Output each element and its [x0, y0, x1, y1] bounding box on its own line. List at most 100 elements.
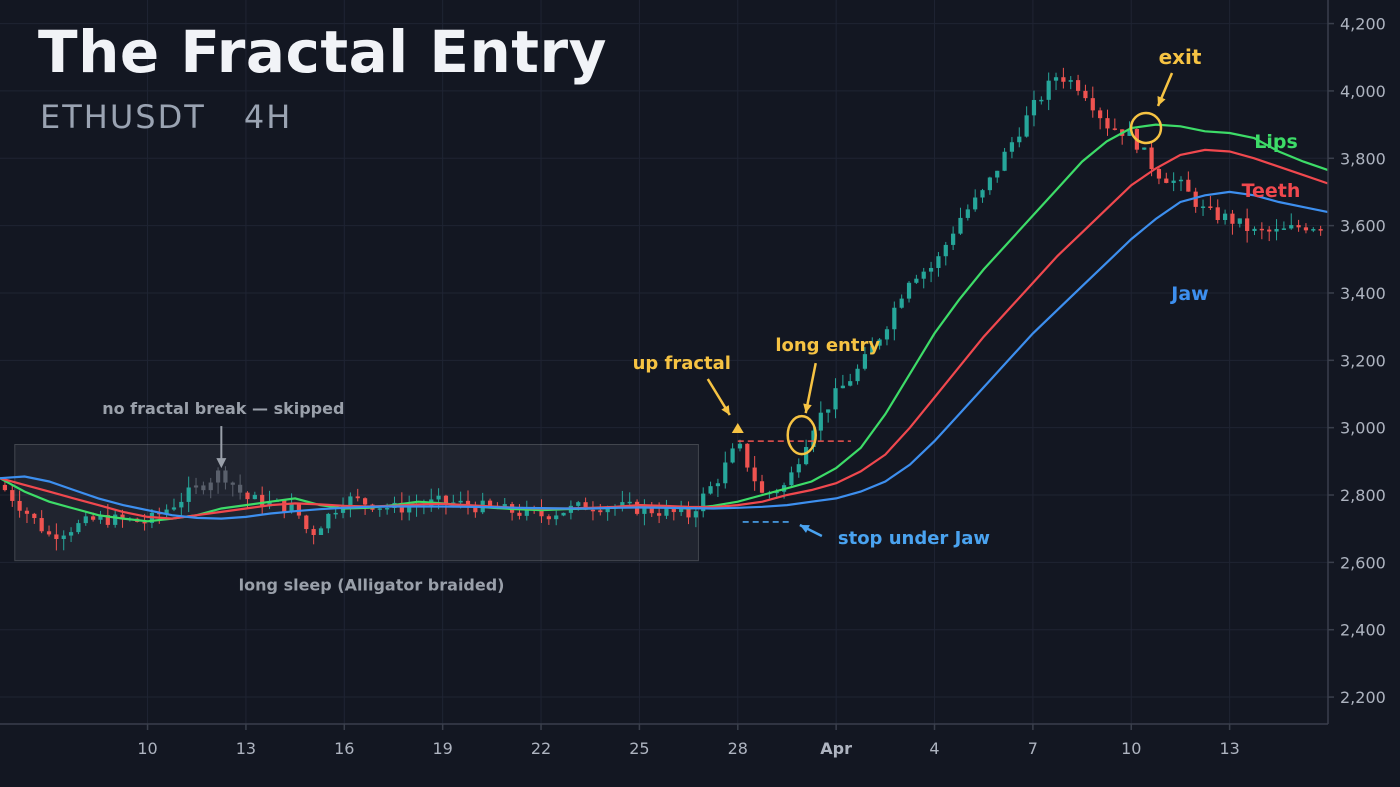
candle-body	[1083, 90, 1088, 99]
candle-body	[1098, 110, 1103, 119]
candle-body	[995, 170, 1000, 178]
candle-body	[17, 500, 22, 511]
candle-body	[399, 502, 404, 513]
candle-body	[987, 177, 992, 191]
y-tick-label: 2,200	[1340, 688, 1386, 707]
candle-body	[583, 502, 588, 510]
candle-body	[61, 535, 66, 540]
candle-body	[818, 412, 823, 431]
candle-body	[943, 244, 948, 257]
candle-body	[657, 513, 662, 516]
candle-body	[1002, 151, 1007, 171]
long-entry-label: long entry	[775, 335, 880, 356]
candle-body	[282, 500, 287, 512]
candle-body	[554, 515, 559, 520]
candle-body	[1267, 229, 1272, 232]
candle-body	[98, 515, 103, 520]
candle-body	[201, 485, 206, 491]
x-tick-label: 4	[929, 739, 939, 758]
candle-body	[1178, 179, 1184, 182]
x-tick-label: 28	[728, 739, 748, 758]
candle-body	[914, 278, 919, 283]
x-tick-label: 19	[432, 739, 452, 758]
candle-body	[1009, 142, 1015, 152]
candle-body	[377, 508, 382, 510]
chart-title: The Fractal Entry	[38, 18, 607, 86]
candle-body	[1208, 206, 1213, 208]
candle-body	[318, 528, 324, 535]
candle-body	[884, 329, 890, 340]
chart-subtitle: ETHUSDT 4H	[40, 98, 318, 136]
y-tick-label: 4,000	[1340, 82, 1386, 101]
candle-body	[855, 368, 860, 382]
up-fractal-marker	[731, 423, 744, 434]
candle-body	[951, 233, 956, 245]
candle-body	[1164, 178, 1169, 183]
y-tick-label: 2,600	[1340, 553, 1386, 572]
candle-body	[458, 500, 463, 503]
candle-body	[862, 354, 868, 369]
exit-circle	[1129, 111, 1163, 145]
candle-body	[517, 512, 522, 516]
y-tick-label: 3,600	[1340, 217, 1386, 236]
candle-body	[142, 521, 147, 524]
candle-body	[443, 495, 449, 504]
candle-body	[899, 298, 904, 308]
candle-body	[1186, 179, 1191, 192]
candle-body	[1259, 228, 1264, 231]
candle-body	[774, 491, 779, 494]
candle-body	[10, 490, 15, 501]
candle-body	[796, 464, 801, 473]
candle-body	[1281, 228, 1286, 230]
stop-arrow-head	[799, 524, 810, 533]
candle-body	[679, 507, 684, 513]
x-tick-label: 13	[236, 739, 256, 758]
candle-body	[1127, 129, 1132, 136]
candle-body	[1090, 98, 1095, 111]
x-tick-label: 10	[1121, 739, 1141, 758]
candle-body	[605, 508, 610, 513]
candle-body	[1200, 206, 1206, 208]
x-tick-label: 16	[334, 739, 354, 758]
candle-body	[958, 217, 963, 234]
x-tick-label: 25	[629, 739, 649, 758]
candle-body	[340, 506, 346, 513]
candle-body	[326, 513, 331, 529]
x-tick-label: 7	[1028, 739, 1038, 758]
candle-body	[1039, 99, 1044, 102]
candle-body	[83, 516, 88, 524]
candle-body	[804, 447, 809, 465]
candle-body	[1237, 218, 1242, 224]
candle-body	[186, 487, 191, 502]
exit-arrow-head	[1157, 95, 1166, 106]
candle-body	[68, 532, 74, 536]
candle-body	[208, 482, 213, 491]
candle-body	[826, 409, 831, 413]
candle-body	[1053, 77, 1059, 81]
candle-body	[723, 462, 728, 484]
candle-body	[311, 529, 316, 535]
candle-body	[848, 381, 853, 386]
candle-body	[539, 509, 544, 517]
candle-body	[105, 515, 110, 525]
candle-body	[1252, 228, 1257, 231]
candle-body	[1171, 180, 1176, 183]
candle-body	[32, 513, 37, 519]
candle-body	[627, 501, 632, 504]
candle-body	[171, 507, 177, 510]
candle-body	[1193, 191, 1198, 207]
candle-body	[238, 484, 243, 493]
candle-body	[1222, 213, 1228, 221]
candle-body	[46, 531, 52, 535]
candle-body	[1156, 169, 1162, 179]
candle-body	[245, 492, 250, 500]
candle-body	[752, 467, 757, 482]
candle-body	[1149, 147, 1154, 170]
candle-body	[973, 197, 978, 210]
long-entry-circle	[786, 414, 817, 456]
candle-body	[24, 510, 30, 514]
candle-body	[2, 484, 8, 491]
candle-body	[1105, 118, 1110, 129]
candle-body	[1303, 227, 1309, 231]
candle-body	[223, 470, 228, 483]
